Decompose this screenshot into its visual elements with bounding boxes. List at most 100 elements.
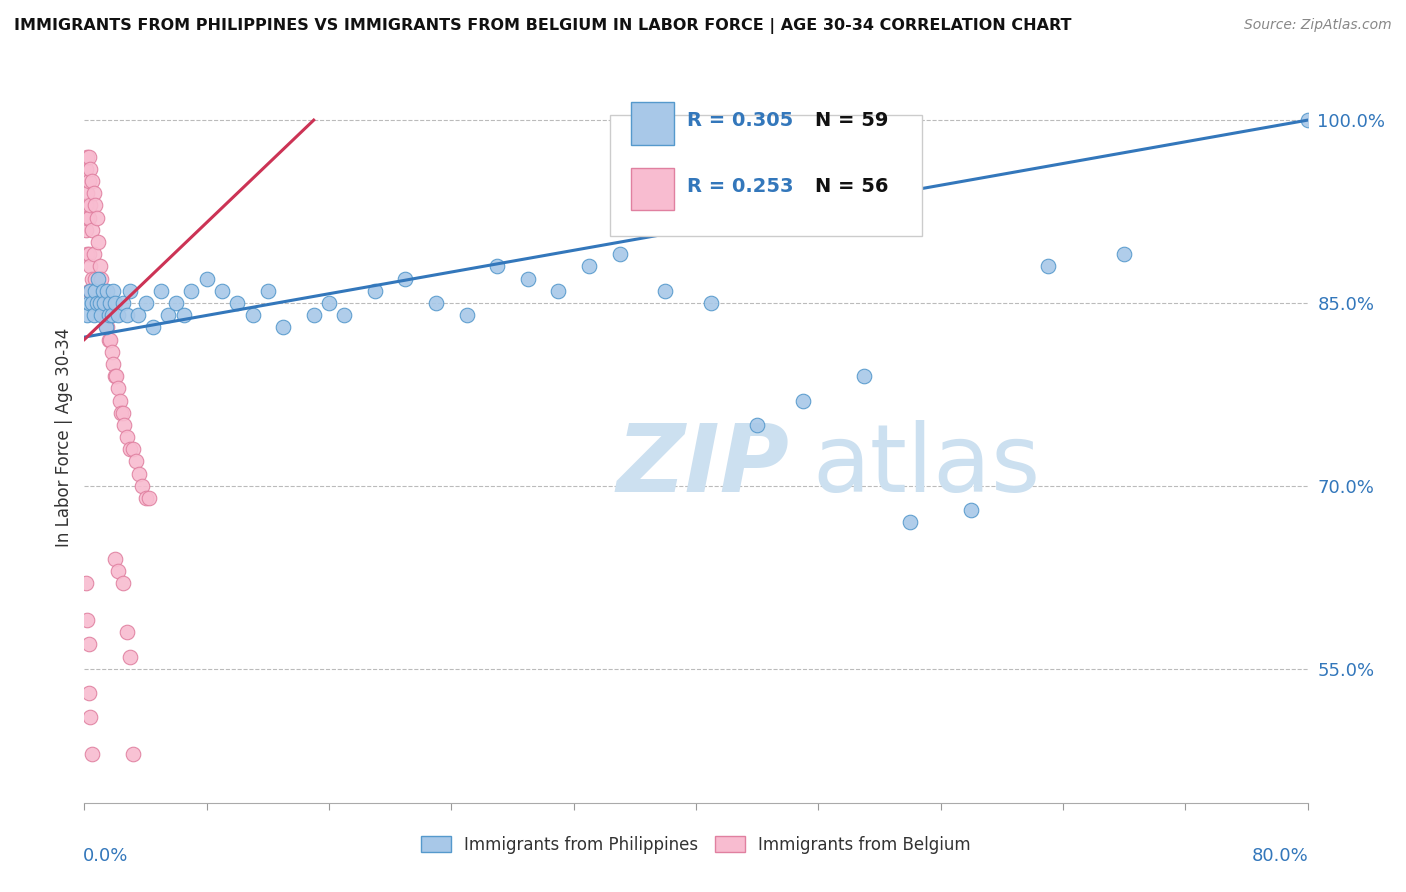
Point (96, 320, 118, 334)
Point (1036, 260, 1059, 274)
Point (960, 503, 983, 517)
Point (75, 223, 97, 237)
Point (104, 552, 127, 566)
Point (77, 296, 100, 310)
Point (110, 406, 132, 420)
Point (87, 235, 110, 249)
Point (157, 308, 180, 322)
Point (91, 296, 114, 310)
Point (80, 296, 103, 310)
Point (98, 296, 121, 310)
Point (853, 369, 876, 384)
Point (111, 296, 134, 310)
Point (394, 271, 416, 285)
Point (486, 260, 509, 274)
Point (111, 406, 134, 420)
Point (333, 308, 356, 322)
FancyBboxPatch shape (610, 115, 922, 235)
Point (86, 296, 108, 310)
Point (75, 576, 97, 591)
Point (97, 308, 120, 322)
Point (609, 247, 631, 261)
Point (77, 247, 100, 261)
Text: atlas: atlas (813, 420, 1040, 512)
Point (80, 271, 103, 285)
Point (79, 284, 101, 298)
Point (89, 296, 111, 310)
Point (80, 174, 103, 188)
Point (105, 369, 128, 384)
Point (103, 357, 125, 371)
Point (120, 442, 142, 457)
Point (138, 491, 160, 505)
Point (125, 454, 148, 468)
Point (79, 710, 101, 724)
Point (77, 284, 100, 298)
Point (242, 308, 264, 322)
Point (257, 284, 280, 298)
Text: R = 0.305: R = 0.305 (688, 111, 793, 130)
Point (75, 198, 97, 212)
Point (271, 320, 294, 334)
Point (195, 271, 218, 285)
Point (142, 320, 165, 334)
Point (80, 223, 103, 237)
Point (135, 491, 157, 505)
Point (792, 393, 814, 408)
Point (120, 284, 142, 298)
Point (456, 308, 478, 322)
Point (77, 637, 100, 651)
Y-axis label: In Labor Force | Age 30-34: In Labor Force | Age 30-34 (55, 327, 73, 547)
Point (83, 186, 105, 201)
Point (180, 284, 202, 298)
Text: ZIP: ZIP (616, 420, 789, 512)
Point (83, 308, 105, 322)
Point (101, 344, 124, 359)
Point (120, 649, 142, 664)
Point (425, 296, 447, 310)
Text: IMMIGRANTS FROM PHILIPPINES VS IMMIGRANTS FROM BELGIUM IN LABOR FORCE | AGE 30-3: IMMIGRANTS FROM PHILIPPINES VS IMMIGRANT… (14, 18, 1071, 34)
Point (516, 271, 538, 285)
Point (76, 150, 98, 164)
Text: N = 56: N = 56 (814, 177, 889, 195)
Point (115, 430, 138, 444)
Point (364, 284, 387, 298)
Point (79, 198, 101, 212)
Point (211, 284, 233, 298)
Point (103, 284, 125, 298)
Point (77, 150, 100, 164)
Point (83, 247, 105, 261)
Point (302, 308, 325, 322)
Point (127, 308, 149, 322)
Point (149, 284, 172, 298)
Point (97, 333, 120, 347)
Point (75, 161, 97, 176)
Point (654, 284, 676, 298)
Point (93, 308, 115, 322)
Text: N = 59: N = 59 (814, 111, 889, 130)
Point (122, 747, 145, 761)
Point (89, 260, 111, 274)
Point (173, 308, 195, 322)
Point (84, 198, 107, 212)
Text: 80.0%: 80.0% (1253, 847, 1309, 864)
Point (122, 442, 145, 457)
Point (898, 516, 921, 530)
Point (84, 284, 107, 298)
Point (747, 417, 769, 432)
Point (107, 381, 129, 395)
Point (98, 333, 121, 347)
Point (76, 186, 98, 201)
Point (77, 174, 100, 188)
Point (1114, 247, 1136, 261)
Bar (631, 102, 673, 145)
Point (226, 296, 249, 310)
Point (700, 296, 723, 310)
Point (76, 247, 98, 261)
Point (87, 271, 110, 285)
Point (107, 308, 129, 322)
Point (79, 260, 101, 274)
Point (165, 296, 187, 310)
Point (94, 320, 117, 334)
Point (112, 417, 135, 432)
